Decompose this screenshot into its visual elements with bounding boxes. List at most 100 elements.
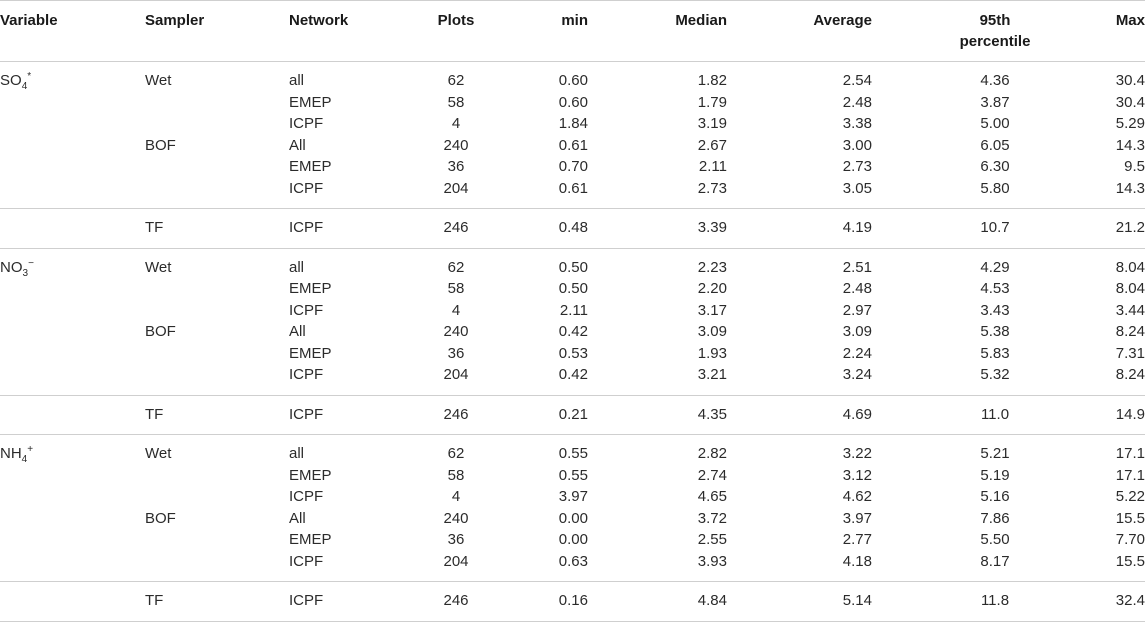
cell-min: 0.55 xyxy=(558,445,588,462)
cell-min: 0.70 xyxy=(558,158,588,175)
cell-p95: 5.16 xyxy=(980,488,1010,505)
cell-median: 1.82 xyxy=(697,72,727,89)
cell-average: 3.22 xyxy=(842,445,872,462)
cell-average: 2.24 xyxy=(842,344,872,362)
cell-p95: 11.8 xyxy=(980,592,1010,609)
table-header: Variable Sampler Network Plots min Media… xyxy=(0,0,1145,62)
cell-min: 0.50 xyxy=(558,258,588,276)
cell-p95: 7.86 xyxy=(980,509,1010,527)
cell-median: 2.73 xyxy=(697,179,727,197)
header-max: Max xyxy=(1115,12,1145,29)
cell-median: 2.55 xyxy=(697,531,727,548)
cell-max: 14.9 xyxy=(1115,405,1145,423)
cell-average: 3.00 xyxy=(842,136,872,154)
variable-base: NO xyxy=(0,258,23,276)
cell-p95: 5.32 xyxy=(980,366,1010,383)
cell-p95: 5.19 xyxy=(980,466,1010,484)
cell-plots: 4 xyxy=(451,301,461,319)
cell-median: 2.82 xyxy=(697,445,727,462)
cell-average: 5.14 xyxy=(842,592,872,609)
cell-network: ICPF xyxy=(289,301,324,319)
cell-min: 0.61 xyxy=(558,136,588,154)
cell-p95: 5.50 xyxy=(980,531,1010,548)
cell-average: 2.73 xyxy=(842,158,872,175)
cell-max: 5.29 xyxy=(1115,115,1145,132)
cell-plots: 240 xyxy=(443,323,469,340)
cell-max: 8.24 xyxy=(1115,366,1145,383)
cell-average: 3.24 xyxy=(842,366,872,383)
cell-min: 0.60 xyxy=(558,72,588,89)
cell-p95: 5.00 xyxy=(980,115,1010,132)
header-variable: Variable xyxy=(0,12,58,29)
cell-median: 4.65 xyxy=(697,488,727,505)
cell-median: 4.84 xyxy=(697,592,727,609)
cell-min: 0.21 xyxy=(558,405,588,423)
cell-p95: 3.43 xyxy=(980,301,1010,319)
cell-average: 2.77 xyxy=(842,531,872,548)
cell-max: 14.3 xyxy=(1115,179,1145,197)
variable-label: NO3− xyxy=(0,258,34,278)
header-plots: Plots xyxy=(437,12,475,29)
cell-average: 4.18 xyxy=(842,552,872,570)
cell-p95: 5.80 xyxy=(980,179,1010,197)
cell-network: ICPF xyxy=(289,488,324,505)
cell-min: 0.00 xyxy=(558,531,588,548)
cell-plots: 240 xyxy=(443,509,469,527)
cell-max: 17.1 xyxy=(1115,466,1145,484)
cell-network: ICPF xyxy=(289,552,324,570)
cell-p95: 6.05 xyxy=(980,136,1010,154)
cell-sampler: Wet xyxy=(145,72,172,89)
header-min: min xyxy=(561,12,588,29)
cell-p95: 3.87 xyxy=(980,93,1010,111)
row-divider xyxy=(0,581,1145,582)
cell-median: 2.20 xyxy=(697,280,727,297)
cell-plots: 58 xyxy=(447,280,465,297)
cell-max: 7.31 xyxy=(1115,344,1145,362)
cell-median: 2.74 xyxy=(697,466,727,484)
cell-plots: 246 xyxy=(443,592,469,609)
cell-median: 3.17 xyxy=(697,301,727,319)
cell-network: EMEP xyxy=(289,531,332,548)
cell-p95: 5.38 xyxy=(980,323,1010,340)
cell-max: 15.5 xyxy=(1115,552,1145,570)
cell-network: EMEP xyxy=(289,158,332,175)
cell-min: 0.48 xyxy=(558,219,588,236)
cell-plots: 58 xyxy=(447,93,465,111)
cell-plots: 4 xyxy=(451,488,461,505)
cell-p95: 4.29 xyxy=(980,258,1010,276)
cell-median: 1.93 xyxy=(697,344,727,362)
variable-superscript: * xyxy=(27,71,32,82)
cell-min: 1.84 xyxy=(558,115,588,132)
cell-max: 7.70 xyxy=(1115,531,1145,548)
cell-average: 3.12 xyxy=(842,466,872,484)
cell-max: 21.2 xyxy=(1115,219,1145,236)
cell-median: 2.67 xyxy=(697,136,727,154)
header-sampler: Sampler xyxy=(145,12,205,29)
cell-sampler: BOF xyxy=(145,323,176,340)
cell-p95: 11.0 xyxy=(980,405,1010,423)
cell-sampler: BOF xyxy=(145,509,176,527)
cell-max: 15.5 xyxy=(1115,509,1145,527)
cell-average: 3.38 xyxy=(842,115,872,132)
cell-plots: 36 xyxy=(447,531,465,548)
cell-median: 3.09 xyxy=(697,323,727,340)
cell-min: 2.11 xyxy=(559,301,588,319)
header-median: Median xyxy=(675,12,727,29)
cell-p95: 4.36 xyxy=(980,72,1010,89)
cell-min: 0.42 xyxy=(558,366,588,383)
cell-max: 8.04 xyxy=(1115,280,1145,297)
cell-max: 8.04 xyxy=(1115,258,1145,276)
cell-median: 2.11 xyxy=(698,158,727,175)
cell-network: ICPF xyxy=(289,179,324,197)
cell-network: All xyxy=(289,136,306,154)
variable-subscript: 4 xyxy=(21,454,28,465)
variable-subscript: 3 xyxy=(22,267,29,279)
header-95th-line2: percentile xyxy=(959,33,1031,50)
cell-average: 2.54 xyxy=(842,72,872,89)
cell-average: 2.48 xyxy=(842,93,872,111)
cell-median: 1.79 xyxy=(697,93,727,111)
cell-max: 8.24 xyxy=(1115,323,1145,340)
cell-sampler: Wet xyxy=(145,445,172,462)
cell-network: ICPF xyxy=(289,592,324,609)
cell-min: 0.63 xyxy=(558,552,588,570)
